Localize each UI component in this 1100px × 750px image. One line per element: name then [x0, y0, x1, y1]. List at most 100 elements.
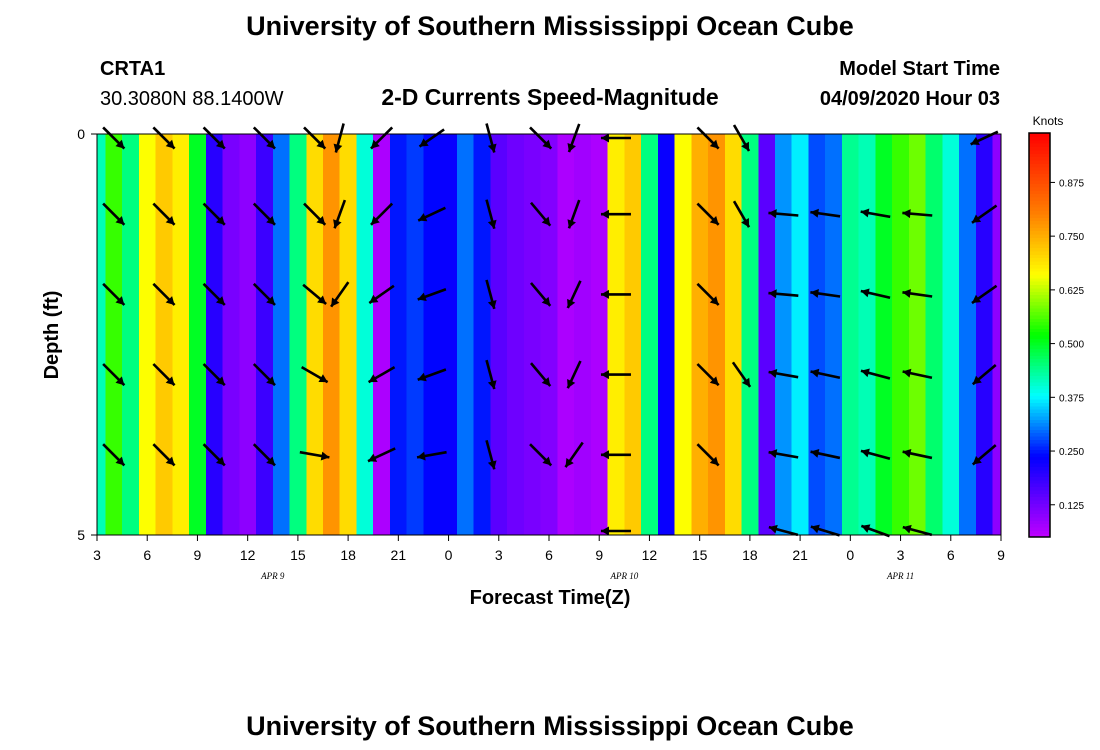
speed-cell	[507, 134, 525, 535]
speed-cell	[674, 134, 692, 535]
current-arrow	[768, 524, 799, 537]
speed-cell	[339, 134, 358, 535]
speed-cell	[490, 134, 508, 535]
current-arrow	[102, 126, 126, 150]
current-arrow	[485, 439, 497, 470]
colorbar-step	[1029, 163, 1050, 168]
x-tick-label: 12	[642, 547, 658, 563]
colorbar-step	[1029, 355, 1050, 360]
x-tick-label: 0	[445, 547, 453, 563]
colorbar-step	[1029, 264, 1050, 269]
y-tick-label: 0	[77, 126, 85, 142]
colorbar-tick-label: 0.875	[1059, 178, 1084, 189]
colorbar-step	[1029, 267, 1050, 272]
current-arrow	[303, 202, 327, 226]
model-start-time: 04/09/2020 Hour 03	[820, 88, 1000, 110]
colorbar-step	[1029, 442, 1050, 447]
colorbar-step	[1029, 388, 1050, 393]
current-arrow	[102, 282, 126, 306]
colorbar-step	[1029, 294, 1050, 299]
current-arrow	[600, 370, 631, 380]
current-arrow	[303, 126, 327, 150]
colorbar-step	[1029, 358, 1050, 363]
colorbar-step	[1029, 271, 1050, 275]
colorbar-step	[1029, 170, 1050, 174]
speed-cell	[205, 134, 224, 535]
y-tick-label: 5	[77, 527, 85, 543]
x-tick-label: 12	[240, 547, 256, 563]
colorbar-step	[1029, 513, 1050, 518]
colorbar: 0.125 0.250 0.375 0.500 0.625 0.750 0.875	[1028, 132, 1084, 538]
current-arrow	[567, 199, 581, 229]
colorbar-step	[1029, 186, 1050, 191]
current-arrow	[417, 368, 447, 382]
x-tick-label: 3	[495, 547, 503, 563]
station-id: CRTA1	[100, 58, 165, 80]
speed-cell	[155, 134, 173, 535]
speed-cell	[289, 134, 307, 535]
colorbar-step	[1029, 530, 1050, 535]
colorbar-step	[1029, 372, 1050, 376]
colorbar-step	[1029, 466, 1050, 471]
colorbar-step	[1029, 503, 1050, 508]
current-arrow	[252, 282, 276, 306]
colorbar-tick-label: 0.250	[1059, 447, 1084, 458]
colorbar-step	[1029, 230, 1050, 235]
colorbar-step	[1029, 449, 1050, 454]
current-arrow	[860, 448, 891, 460]
speed-cell	[406, 134, 425, 535]
colorbar-step	[1029, 260, 1050, 265]
current-arrow	[600, 209, 631, 219]
current-arrow	[902, 288, 933, 298]
speed-cell	[975, 134, 994, 535]
colorbar-step	[1029, 207, 1050, 212]
colorbar-step	[1029, 415, 1050, 420]
current-arrow	[485, 279, 497, 310]
speed-cell	[875, 134, 893, 535]
colorbar-step	[1029, 321, 1050, 326]
current-arrow	[696, 202, 720, 226]
current-arrow	[416, 450, 447, 461]
colorbar-step	[1029, 493, 1050, 498]
current-arrow	[600, 526, 631, 536]
x-tick-label: 3	[93, 547, 101, 563]
colorbar-step	[1029, 250, 1050, 255]
current-arrow	[202, 202, 226, 226]
current-arrow	[202, 443, 226, 467]
colorbar-step	[1029, 345, 1050, 350]
speed-cell	[691, 134, 709, 535]
colorbar-step	[1029, 227, 1050, 232]
colorbar-step	[1029, 419, 1050, 424]
current-arrow	[810, 524, 840, 537]
speed-cell	[473, 134, 492, 535]
speed-cell	[523, 134, 542, 535]
x-tick-label: 15	[290, 547, 306, 563]
x-tick-label: 9	[595, 547, 603, 563]
colorbar-step	[1029, 489, 1050, 494]
colorbar-step	[1029, 395, 1050, 400]
speed-cell	[423, 134, 441, 535]
speed-cell	[825, 134, 843, 535]
date-label: APR 9	[260, 571, 285, 581]
colorbar-step	[1029, 314, 1050, 319]
axes: 3 6 9 12 15 18 21 0 3 6 9 12 15 18 21 0 3 6 9 APR 9 APR 10 AP…	[77, 126, 1005, 581]
colorbar-step	[1029, 143, 1050, 148]
current-arrow	[102, 443, 126, 467]
x-tick-label: 9	[194, 547, 202, 563]
colorbar-step	[1029, 506, 1050, 511]
colorbar-step	[1029, 436, 1050, 440]
current-arrow	[971, 204, 998, 224]
colorbar-step	[1029, 398, 1050, 403]
colorbar-step	[1029, 361, 1050, 366]
colorbar-step	[1029, 277, 1050, 282]
current-arrow	[768, 449, 799, 459]
speed-heatmap	[97, 134, 1002, 535]
current-arrow	[299, 450, 330, 461]
colorbar-step	[1029, 446, 1050, 451]
current-arrow	[370, 126, 394, 150]
speed-cell	[858, 134, 877, 535]
colorbar-step	[1029, 324, 1050, 329]
current-arrow	[368, 284, 395, 305]
colorbar-step	[1029, 180, 1050, 185]
